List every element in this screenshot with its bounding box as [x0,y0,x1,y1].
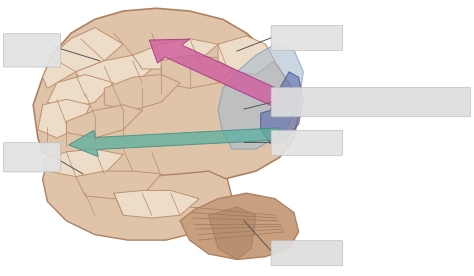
FancyBboxPatch shape [271,87,471,117]
FancyBboxPatch shape [271,130,343,155]
Polygon shape [218,36,275,75]
FancyBboxPatch shape [271,241,343,266]
Polygon shape [218,44,303,149]
FancyBboxPatch shape [271,25,343,51]
Polygon shape [38,99,90,138]
Polygon shape [69,128,281,157]
Polygon shape [76,171,161,199]
Polygon shape [66,105,142,138]
Polygon shape [161,55,237,88]
Polygon shape [180,193,299,259]
Polygon shape [261,72,303,144]
Polygon shape [43,160,232,240]
Polygon shape [114,190,199,218]
FancyBboxPatch shape [3,34,61,67]
Polygon shape [43,149,123,177]
FancyBboxPatch shape [3,143,61,172]
Polygon shape [133,39,218,69]
Polygon shape [149,39,290,107]
Polygon shape [76,55,161,88]
Polygon shape [43,28,123,88]
Polygon shape [47,75,114,110]
Polygon shape [33,8,299,182]
Polygon shape [104,75,180,110]
Polygon shape [209,207,256,259]
